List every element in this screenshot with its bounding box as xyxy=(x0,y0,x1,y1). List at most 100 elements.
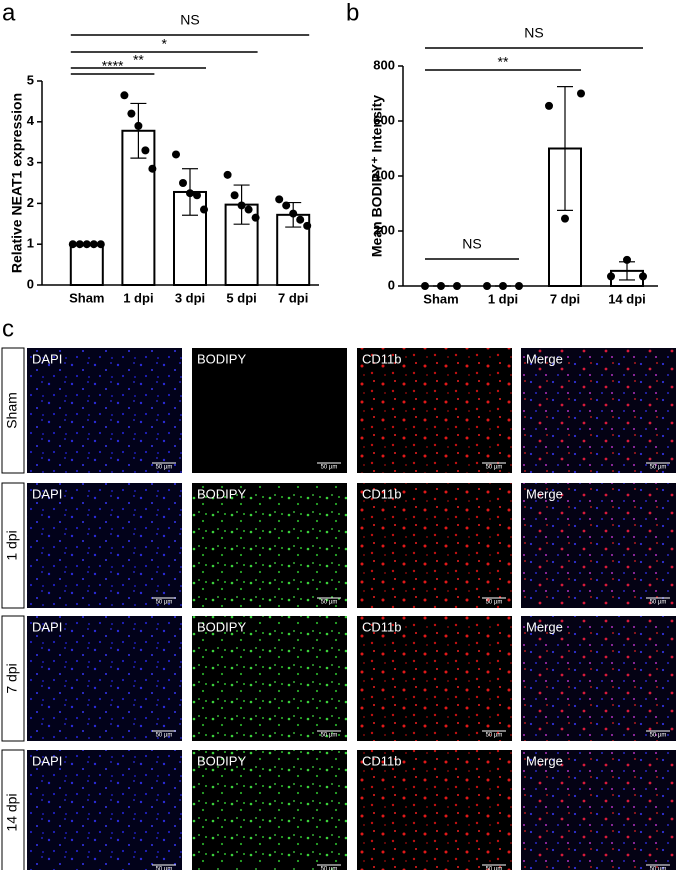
x-tick-label: Sham xyxy=(423,291,458,306)
y-tick-label: 5 xyxy=(27,72,34,87)
data-point xyxy=(141,146,150,155)
image-title: Merge xyxy=(526,486,563,501)
micrograph xyxy=(521,750,676,875)
scale-bar-label: 50 µm xyxy=(486,867,503,870)
data-point xyxy=(275,195,284,204)
data-point xyxy=(193,191,201,200)
image-title: DAPI xyxy=(32,351,62,366)
data-point xyxy=(289,209,298,218)
scale-bar-label: 50 µm xyxy=(650,867,667,870)
data-point xyxy=(75,240,84,249)
scale-bar-label: 50 µm xyxy=(486,465,503,471)
micrograph xyxy=(27,348,182,473)
image-title: Merge xyxy=(526,351,563,366)
micrograph xyxy=(357,750,512,875)
micrograph xyxy=(521,616,676,741)
data-point xyxy=(127,109,136,118)
x-tick-label: 14 dpi xyxy=(608,291,646,306)
image-title: DAPI xyxy=(32,753,62,768)
y-tick-label: 400 xyxy=(373,167,395,182)
micrograph xyxy=(357,483,512,608)
row-label-box xyxy=(1,347,25,474)
y-tick-label: 600 xyxy=(373,112,395,127)
x-tick-label: 3 dpi xyxy=(175,290,205,305)
y-tick-label: 3 xyxy=(27,154,34,169)
data-point xyxy=(230,191,239,200)
significance-label: **** xyxy=(102,58,124,74)
data-point xyxy=(303,221,312,230)
panel-label: a xyxy=(2,0,16,26)
image-title: DAPI xyxy=(32,619,62,634)
micrograph xyxy=(192,750,347,875)
scale-bar-label: 50 µm xyxy=(156,600,173,606)
row-label: 14 dpi xyxy=(4,793,20,831)
data-point xyxy=(623,255,631,264)
y-tick-label: 1 xyxy=(27,236,34,251)
significance-label: ** xyxy=(133,52,144,68)
scale-bar-label: 50 µm xyxy=(650,600,667,606)
data-point xyxy=(186,189,194,198)
data-point xyxy=(499,282,507,290)
micrograph xyxy=(521,348,676,473)
scale-bar-label: 50 µm xyxy=(486,600,503,606)
micrograph xyxy=(192,483,347,608)
data-point xyxy=(296,215,305,224)
image-title: Merge xyxy=(526,619,563,634)
micrograph xyxy=(27,616,182,741)
x-tick-label: 7 dpi xyxy=(550,291,580,306)
data-point xyxy=(96,240,105,249)
scale-bar-label: 50 µm xyxy=(321,867,338,870)
data-point xyxy=(244,205,253,214)
y-axis-label: Relative NEAT1 expression xyxy=(9,93,25,273)
data-point xyxy=(251,213,260,222)
data-point xyxy=(545,101,553,110)
significance-label: NS xyxy=(180,12,199,28)
image-title: BODIPY xyxy=(197,486,246,501)
y-axis-label: Mean BODIPY⁺ Intensity xyxy=(369,95,385,257)
image-title: BODIPY xyxy=(197,619,246,634)
y-tick-label: 0 xyxy=(27,276,34,291)
significance-label: NS xyxy=(524,25,543,41)
data-point xyxy=(89,240,98,249)
x-tick-label: Sham xyxy=(69,290,104,305)
image-title: BODIPY xyxy=(197,753,246,768)
data-point xyxy=(421,282,429,290)
scale-bar-label: 50 µm xyxy=(321,733,338,739)
scale-bar-label: 50 µm xyxy=(650,465,667,471)
image-title: CD11b xyxy=(362,753,402,768)
micrograph xyxy=(357,616,512,741)
data-point xyxy=(483,282,491,290)
image-title: CD11b xyxy=(362,486,402,501)
scale-bar-label: 50 µm xyxy=(156,465,173,471)
image-title: CD11b xyxy=(362,619,402,634)
data-point xyxy=(515,282,523,290)
scale-bar-label: 50 µm xyxy=(321,600,338,606)
x-tick-label: 1 dpi xyxy=(488,291,518,306)
data-point xyxy=(134,121,143,130)
significance-label: * xyxy=(161,36,167,52)
micrograph xyxy=(192,616,347,741)
bar xyxy=(69,243,104,286)
error-bar xyxy=(130,102,147,159)
data-point xyxy=(200,205,208,214)
row-label: 7 dpi xyxy=(4,663,20,693)
data-point xyxy=(453,282,461,290)
x-tick-label: 7 dpi xyxy=(278,290,308,305)
scale-bar-label: 50 µm xyxy=(156,867,173,870)
data-point xyxy=(148,164,157,173)
data-point xyxy=(120,91,129,100)
data-point xyxy=(172,150,180,159)
y-tick-label: 200 xyxy=(373,222,395,237)
image-title: BODIPY xyxy=(197,351,246,366)
row-label-box xyxy=(1,749,25,875)
data-point xyxy=(82,240,91,249)
y-tick-label: 2 xyxy=(27,195,34,210)
micrograph xyxy=(521,483,676,608)
data-point xyxy=(223,170,232,179)
data-point xyxy=(237,201,246,210)
data-point xyxy=(437,282,445,290)
row-label: 1 dpi xyxy=(4,530,20,560)
image-title: DAPI xyxy=(32,486,62,501)
micrograph xyxy=(27,750,182,875)
significance-label: ** xyxy=(498,54,509,70)
